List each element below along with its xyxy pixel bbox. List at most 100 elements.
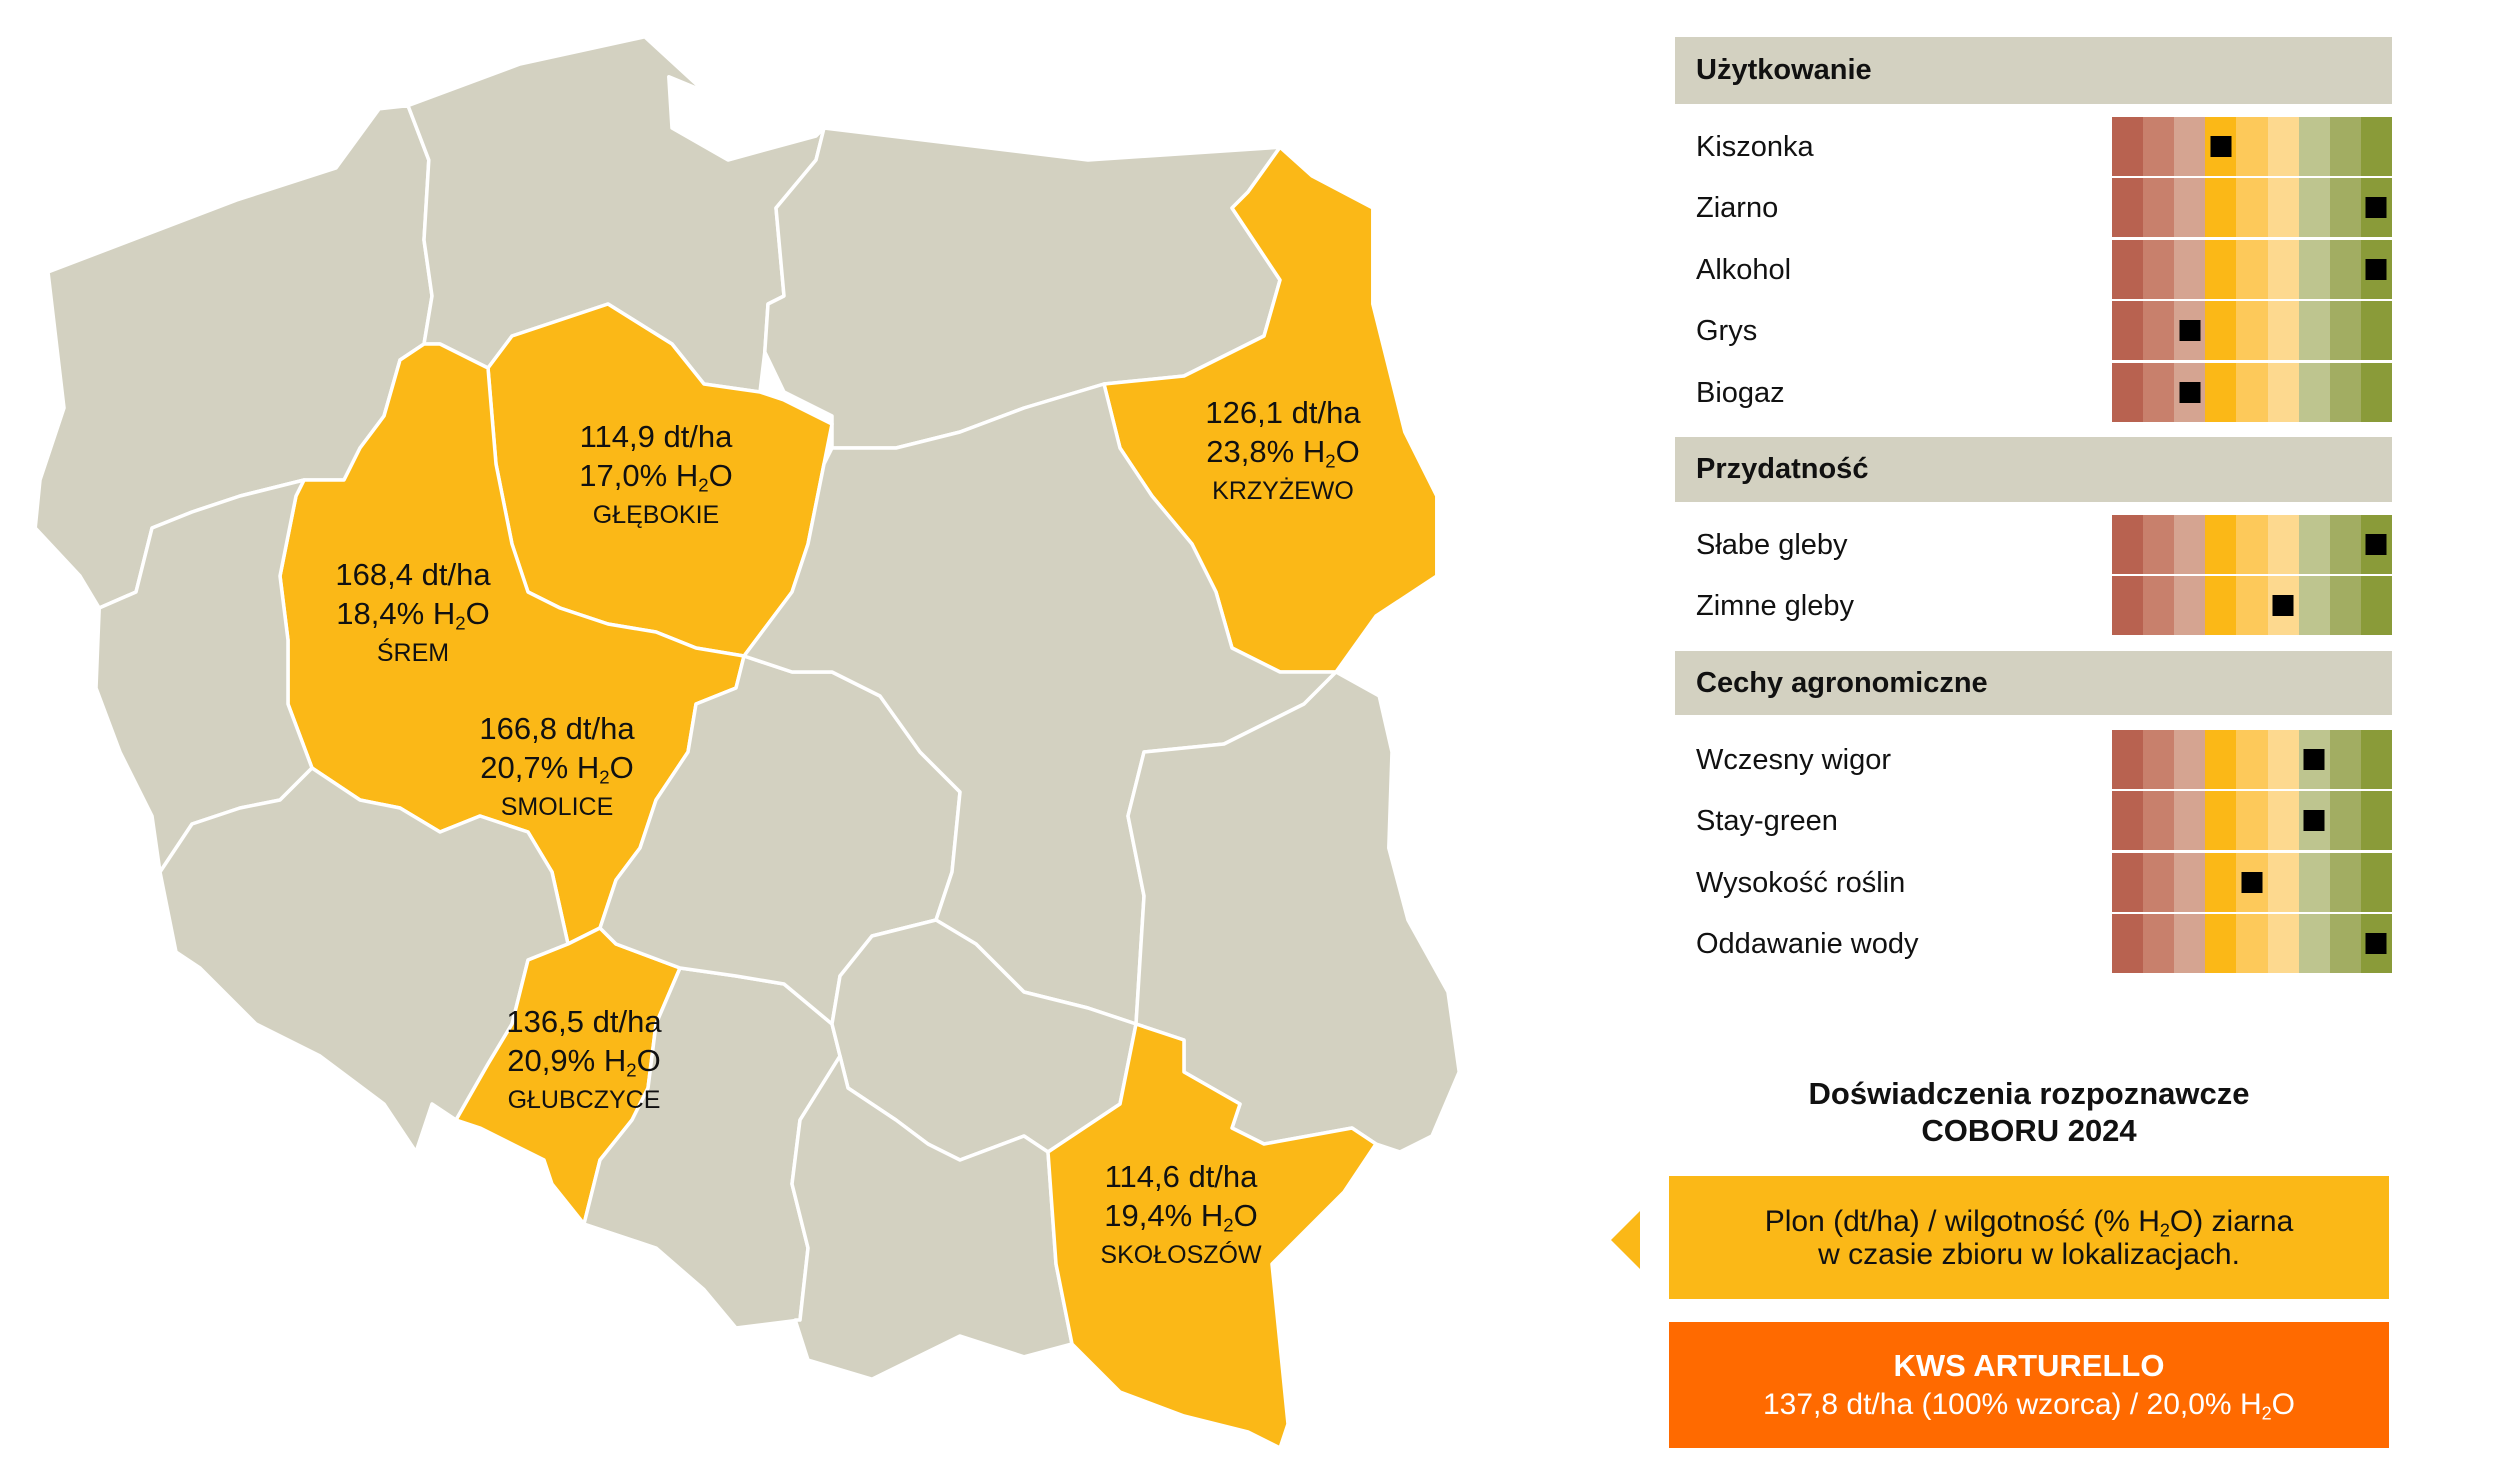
scale-cell — [2298, 914, 2330, 974]
rating-row: Biogaz — [1675, 362, 2392, 424]
scale-cell — [2360, 576, 2392, 636]
rating-scale — [2112, 117, 2392, 176]
scale-cell — [2298, 117, 2330, 176]
location-label-srem: 168,4 dt/ha 18,4% H2O ŚREM — [335, 556, 490, 669]
scale-cell — [2205, 791, 2237, 851]
scale-cell — [2205, 301, 2237, 361]
scale-cell — [2298, 730, 2330, 789]
scale-cell — [2329, 239, 2361, 299]
reference-variety-box: KWS ARTURELLO 137,8 dt/ha (100% wzorca) … — [1669, 1322, 2389, 1448]
location-name: ŚREM — [376, 638, 450, 667]
scale-cell — [2360, 515, 2392, 574]
scale-cell — [2360, 362, 2392, 422]
location-name: GŁĘBOKIE — [592, 500, 720, 529]
scale-cell — [2360, 730, 2392, 789]
scale-cell — [2267, 914, 2299, 974]
rating-scale — [2112, 730, 2392, 789]
region-malopolskie — [790, 1054, 1074, 1381]
rating-marker — [2272, 595, 2294, 617]
rating-scale — [2112, 178, 2392, 238]
rating-row: Słabe gleby — [1675, 515, 2392, 576]
scale-cell — [2112, 852, 2144, 912]
scale-cell — [2236, 515, 2268, 574]
rating-row: Ziarno — [1675, 178, 2392, 239]
rating-scale — [2112, 576, 2392, 636]
rating-marker — [2365, 933, 2387, 955]
rating-marker — [2365, 534, 2387, 555]
scale-cell — [2174, 301, 2206, 361]
rating-row: Alkohol — [1675, 239, 2392, 301]
scale-cell — [2329, 515, 2361, 574]
rating-scale — [2112, 791, 2392, 851]
scale-cell — [2267, 362, 2299, 422]
rating-scale — [2112, 515, 2392, 574]
scale-cell — [2267, 852, 2299, 912]
scale-cell — [2298, 301, 2330, 361]
yield-value: 136,5 dt/ha — [506, 1004, 662, 1039]
scale-cell — [2112, 301, 2144, 361]
moisture-value: 17,0% H2O — [579, 457, 733, 496]
rating-scale — [2112, 362, 2392, 422]
section-header: Użytkowanie — [1675, 37, 2392, 104]
scale-cell — [2205, 914, 2237, 974]
rating-label: Słabe gleby — [1696, 529, 1848, 561]
rating-marker — [2365, 197, 2387, 219]
scale-cell — [2236, 914, 2268, 974]
scale-cell — [2267, 301, 2299, 361]
rating-scale — [2112, 301, 2392, 361]
rating-marker — [2303, 810, 2325, 832]
scale-cell — [2205, 730, 2237, 789]
rating-marker — [2365, 258, 2387, 280]
scale-cell — [2205, 852, 2237, 912]
rating-row: Kiszonka — [1675, 117, 2392, 178]
scale-cell — [2329, 362, 2361, 422]
pointer-triangle-icon — [1611, 1211, 1640, 1269]
scale-cell — [2360, 914, 2392, 974]
rating-label: Alkohol — [1696, 253, 1792, 286]
scale-cell — [2143, 852, 2175, 912]
scale-cell — [2205, 362, 2237, 422]
scale-cell — [2267, 791, 2299, 851]
scale-cell — [2236, 852, 2268, 912]
poland-map — [33, 35, 1461, 1450]
scale-cell — [2298, 515, 2330, 574]
scale-cell — [2174, 117, 2206, 176]
map-legend-note: Plon (dt/ha) / wilgotność (% H2O) ziarna… — [1669, 1176, 2389, 1299]
rating-label: Biogaz — [1696, 376, 1785, 409]
rating-label: Ziarno — [1696, 192, 1779, 225]
scale-cell — [2236, 576, 2268, 636]
scale-cell — [2112, 117, 2144, 176]
scale-cell — [2174, 852, 2206, 912]
reference-name: KWS ARTURELLO — [1893, 1347, 2165, 1383]
reference-value: 137,8 dt/ha (100% wzorca) / 20,0% H2O — [1763, 1387, 2295, 1424]
scale-cell — [2360, 301, 2392, 361]
scale-cell — [2329, 178, 2361, 238]
scale-cell — [2298, 791, 2330, 851]
scale-cell — [2298, 178, 2330, 238]
region-lubuskie — [94, 478, 314, 874]
rating-marker — [2210, 136, 2232, 157]
scale-cell — [2112, 362, 2144, 422]
rating-label: Grys — [1696, 315, 1758, 348]
scale-cell — [2143, 301, 2175, 361]
rating-marker — [2303, 749, 2325, 770]
rating-marker — [2179, 381, 2201, 403]
scale-cell — [2298, 576, 2330, 636]
rating-marker — [2241, 871, 2263, 893]
scale-cell — [2143, 178, 2175, 238]
rating-row: Zimne gleby — [1675, 576, 2392, 637]
scale-cell — [2360, 791, 2392, 851]
location-name: KRZYŻEWO — [1212, 476, 1354, 505]
scale-cell — [2143, 730, 2175, 789]
yield-value: 166,8 dt/ha — [479, 711, 635, 746]
scale-cell — [2143, 515, 2175, 574]
scale-cell — [2329, 914, 2361, 974]
scale-cell — [2112, 178, 2144, 238]
scale-cell — [2360, 852, 2392, 912]
scale-cell — [2236, 730, 2268, 789]
scale-cell — [2298, 239, 2330, 299]
scale-cell — [2329, 576, 2361, 636]
scale-cell — [2329, 117, 2361, 176]
scale-cell — [2143, 576, 2175, 636]
location-name: GŁUBCZYCE — [507, 1085, 661, 1114]
